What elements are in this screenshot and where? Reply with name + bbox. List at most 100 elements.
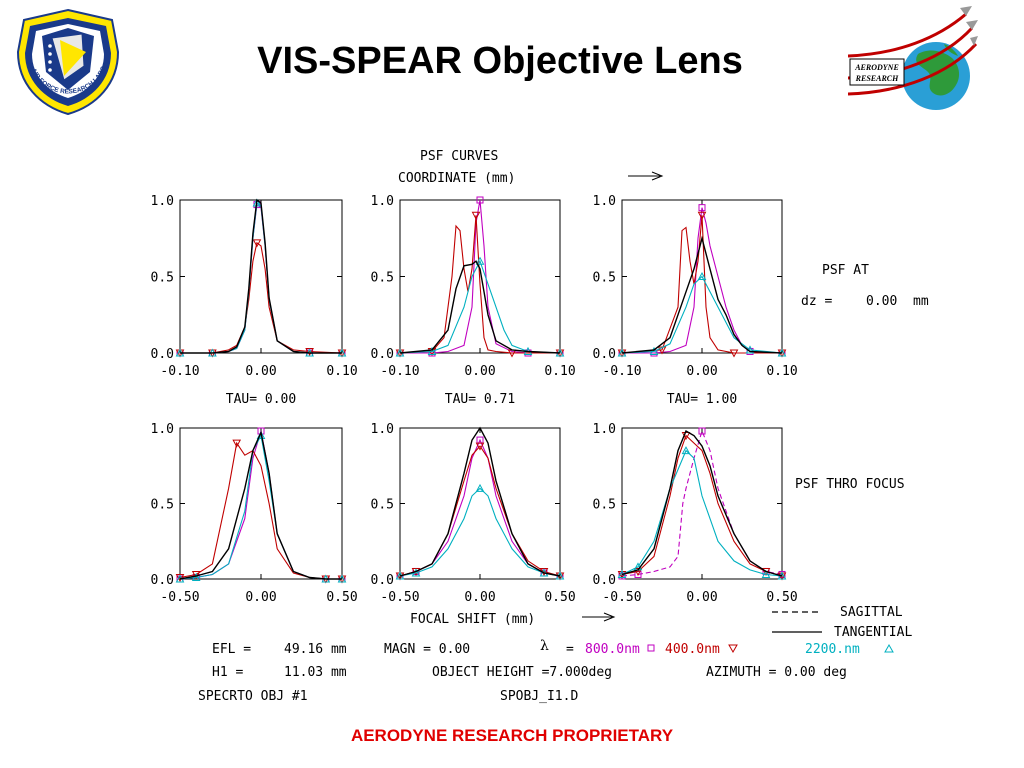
data-point-square: [698, 204, 706, 212]
psf-curve: [399, 487, 561, 577]
psf-panel-5: 0.0 0.5 1.0 -0.50 0.00 0.50: [371, 422, 576, 605]
data-point-square: [698, 427, 706, 435]
x-tick-label: -0.10: [602, 364, 641, 379]
x-tick-label: 0.50: [326, 590, 357, 605]
y-tick-label: 0.5: [151, 271, 174, 286]
header-line-1: PSF CURVES: [420, 149, 498, 164]
data-point-triangle-down: [697, 211, 707, 220]
x-tick-label: 0.10: [544, 364, 575, 379]
y-tick-label: 0.0: [593, 347, 616, 362]
data-point-square: [476, 196, 484, 204]
data-point-triangle-down: [657, 346, 667, 355]
x-tick-label: -0.50: [160, 590, 199, 605]
data-point-triangle-down: [252, 239, 262, 248]
y-tick-label: 0.5: [151, 498, 174, 513]
psf-curve: [399, 215, 560, 354]
efl-label: EFL =: [212, 642, 251, 657]
psf-panel-6: 0.0 0.5 1.0 -0.50 0.00 0.50: [593, 422, 798, 605]
marker-triangle-up-legend: [884, 643, 894, 653]
x-tick-label: 0.00: [686, 364, 717, 379]
psf-curve: [622, 207, 783, 354]
x-tick-label: 0.00: [245, 364, 276, 379]
psf-curve: [180, 241, 343, 354]
psf-curve: [179, 433, 342, 580]
psf-curve: [621, 434, 783, 577]
data-point-triangle-down: [633, 567, 643, 577]
lambda-equals: =: [566, 642, 574, 657]
psf-curve: [179, 430, 342, 580]
slide-title: VIS-SPEAR Objective Lens: [257, 40, 743, 82]
y-tick-label: 0.0: [151, 573, 174, 588]
file-name: SPOBJ_I1.D: [500, 689, 578, 704]
x-tick-label: -0.10: [380, 364, 419, 379]
wavelength-2200: 2200.nm: [805, 642, 860, 657]
data-point-triangle-up: [252, 198, 262, 207]
data-point-triangle-down: [191, 570, 201, 580]
panel-title: TAU= 1.00: [667, 392, 737, 407]
data-point-triangle-up: [761, 569, 771, 578]
x-tick-label: 0.00: [686, 590, 717, 605]
psf-curve: [180, 202, 342, 354]
y-tick-label: 0.5: [593, 271, 616, 286]
psf-curve: [399, 426, 561, 577]
y-tick-label: 1.0: [151, 194, 174, 209]
proprietary-footer: AERODYNE RESEARCH PROPRIETARY: [350, 726, 674, 745]
magn-value: MAGN = 0.00: [384, 642, 470, 657]
psf-curve: [621, 275, 783, 354]
data-point-triangle-up: [191, 572, 201, 581]
marker-triangle-down-legend: [728, 644, 738, 654]
legend: SAGITTAL TANGENTIAL: [772, 605, 912, 640]
y-tick-label: 1.0: [371, 422, 394, 437]
y-tick-label: 0.5: [371, 498, 394, 513]
x-tick-label: 0.10: [766, 364, 797, 379]
psf-curve: [399, 438, 561, 577]
data-point-triangle-up: [697, 271, 707, 280]
x-tick-label: 0.00: [245, 590, 276, 605]
psf-panels: 0.0 0.5 1.0 -0.10 0.00 0.10 TAU= 0.00 0.0 0.5 1.0…: [151, 194, 798, 605]
x-tick-label: 0.50: [766, 590, 797, 605]
marker-square-legend: [647, 644, 655, 652]
y-tick-label: 0.0: [371, 573, 394, 588]
x-tick-label: 0.00: [464, 364, 495, 379]
y-tick-label: 1.0: [151, 422, 174, 437]
x-tick-label: 0.00: [464, 590, 495, 605]
panel-title: TAU= 0.00: [226, 392, 296, 407]
y-tick-label: 0.0: [371, 347, 394, 362]
aerodyne-logo: AERODYNE RESEARCH: [847, 4, 978, 119]
psf-thro-focus-label: PSF THRO FOCUS: [795, 477, 905, 492]
wavelength-800: 800.0nm: [585, 642, 640, 657]
psf-curve: [179, 430, 342, 580]
wavelength-400: 400.0nm: [665, 642, 720, 657]
legend-sagittal-label: SAGITTAL: [840, 605, 903, 620]
object-height: OBJECT HEIGHT =7.000deg: [432, 665, 612, 680]
psf-curve: [399, 445, 561, 577]
focal-shift-arrow: [582, 612, 616, 622]
psf-curve: [399, 259, 561, 354]
data-point-triangle-down: [729, 349, 739, 358]
header-line-2: COORDINATE (mm): [398, 171, 515, 186]
psf-panel-3: 0.0 0.5 1.0 -0.10 0.00 0.10 TAU= 1.00: [593, 194, 798, 407]
psf-panel-2: 0.0 0.5 1.0 -0.10 0.00 0.10 TAU= 0.71: [371, 194, 576, 407]
aerodyne-logo-text-2: RESEARCH: [855, 74, 899, 83]
data-point-triangle-up: [475, 483, 485, 492]
x-tick-label: -0.50: [602, 590, 641, 605]
focal-shift-label: FOCAL SHIFT (mm): [410, 612, 535, 627]
coordinate-arrow: [628, 171, 664, 181]
y-tick-label: 1.0: [593, 422, 616, 437]
y-tick-label: 0.5: [371, 271, 394, 286]
data-point-triangle-up: [427, 346, 437, 355]
spectro-obj: SPECRTO OBJ #1: [198, 689, 308, 704]
y-tick-label: 1.0: [371, 194, 394, 209]
data-point-triangle-down: [471, 211, 481, 220]
psf-curve: [621, 449, 783, 577]
psf-curve: [400, 199, 560, 354]
dz-value: 0.00: [866, 294, 897, 309]
azimuth: AZIMUTH = 0.00 deg: [706, 665, 847, 680]
x-tick-label: -0.50: [380, 590, 419, 605]
data-point-triangle-down: [232, 439, 242, 448]
psf-curve: [621, 215, 782, 354]
dz-label: dz =: [801, 294, 832, 309]
efl-value: 49.16 mm: [284, 642, 347, 657]
psf-panel-4: 0.0 0.5 1.0 -0.50 0.00 0.50: [151, 422, 358, 605]
